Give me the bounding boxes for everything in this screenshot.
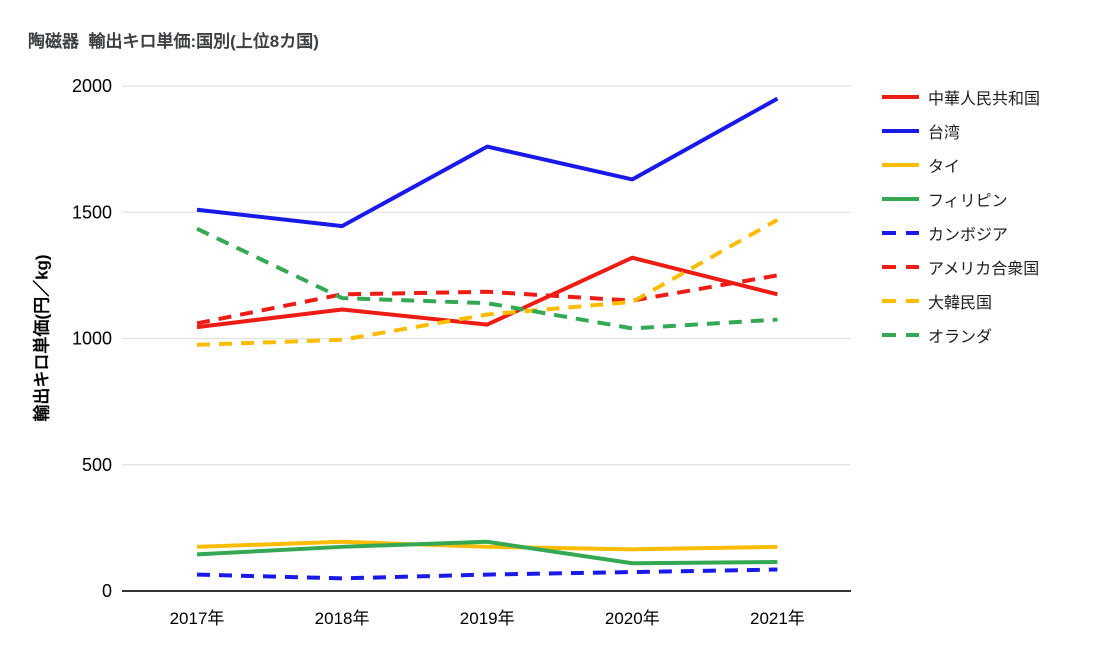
x-tick-label: 2018年 <box>315 609 370 628</box>
legend-swatch-dashed-line <box>882 231 919 235</box>
legend: 中華人民共和国 台湾タイフィリピンカンボジアアメリカ合衆国 大韓民国オランダ <box>882 87 1041 346</box>
y-tick-label: 2000 <box>72 76 112 96</box>
series-line-中華人民共和国 <box>196 255 778 330</box>
legend-item-中華人民共和国: 中華人民共和国 <box>882 87 1041 108</box>
series-line-フィリピン <box>196 539 778 566</box>
legend-label: アメリカ合衆国 <box>928 261 1040 278</box>
legend-swatch-solid-line <box>882 129 919 133</box>
y-tick-label: 1500 <box>72 202 112 222</box>
legend-label: 台湾 <box>928 125 961 142</box>
y-tick-label: 1000 <box>72 329 112 349</box>
legend-label: オランダ <box>928 329 993 346</box>
legend-swatch-dashed-line <box>882 333 919 337</box>
legend-label: フィリピン <box>928 193 1008 210</box>
legend-item-大韓民国: 大韓民国 <box>882 291 1040 312</box>
legend-item-タイ: タイ <box>882 155 1040 176</box>
legend-item-フィリピン: フィリピン <box>882 189 1040 210</box>
x-tick-label: 2019年 <box>460 609 515 628</box>
y-tick-label: 500 <box>82 455 112 475</box>
series-line-大韓民国 <box>196 218 779 347</box>
legend-swatch-solid-line <box>882 95 919 99</box>
legend-label: 中華人民共和国 <box>928 91 1041 108</box>
y-tick-label: 0 <box>102 581 112 601</box>
chart-title: 陶磁器 輸出キロ単価:国別(上位8カ国) <box>28 32 319 51</box>
legend-label: タイ <box>928 159 961 176</box>
x-tick-label: 2021年 <box>750 609 805 628</box>
series-line-アメリカ合衆国 <box>196 273 778 326</box>
legend-item-カンボジア: カンボジア <box>882 223 1040 244</box>
series-line-タイ <box>196 539 778 552</box>
legend-swatch-dashed-line <box>882 265 919 269</box>
legend-swatch-solid-line <box>882 197 919 201</box>
legend-label: カンボジア <box>928 227 1009 244</box>
legend-item-アメリカ合衆国: アメリカ合衆国 <box>882 257 1040 278</box>
legend-item-台湾: 台湾 <box>882 121 1040 142</box>
series-line-カンボジア <box>196 567 778 581</box>
x-tick-label: 2017年 <box>170 609 225 628</box>
legend-swatch-dashed-line <box>882 299 919 303</box>
x-tick-label: 2020年 <box>605 609 660 628</box>
legend-swatch-solid-line <box>882 163 919 167</box>
legend-label: 大韓民国 <box>928 295 993 312</box>
series-line-台湾 <box>196 96 779 229</box>
legend-item-オランダ: オランダ <box>882 325 1040 346</box>
